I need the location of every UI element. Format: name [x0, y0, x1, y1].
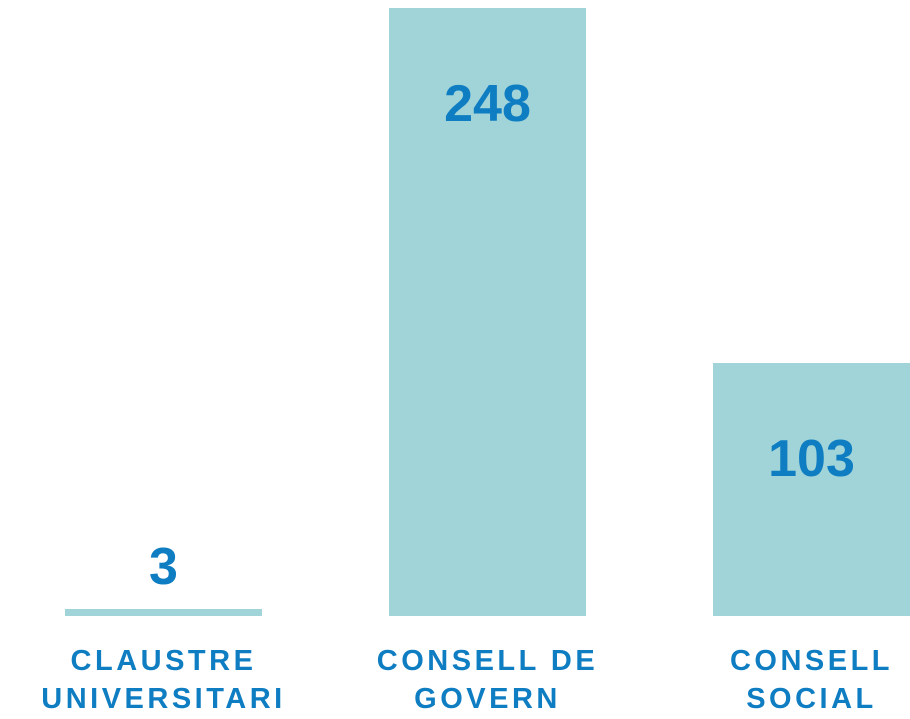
category-label: CLAUSTRE UNIVERSITARI: [41, 645, 286, 715]
category-label: CONSELL SOCIAL: [729, 645, 894, 715]
value-label: 103: [768, 430, 855, 489]
value-label: 248: [444, 75, 531, 133]
bar: [389, 8, 586, 616]
bar: [65, 608, 262, 616]
value-label: 3: [149, 537, 178, 596]
bar: [713, 363, 910, 616]
category-label: CONSELL DE GOVERN: [376, 645, 599, 715]
